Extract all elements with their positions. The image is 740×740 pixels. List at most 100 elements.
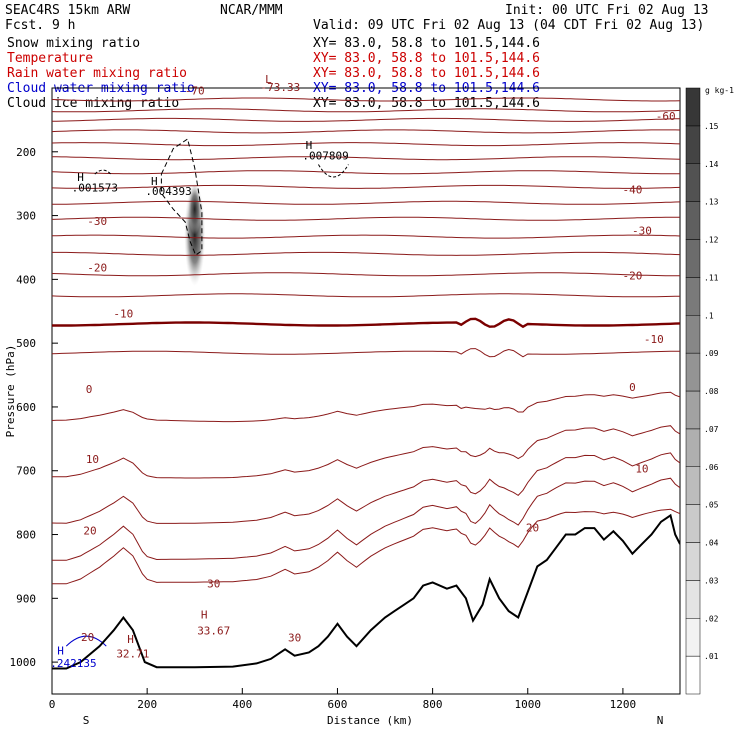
isotherm-10 (52, 391, 680, 423)
y-tick-label-300: 300 (16, 210, 36, 223)
isotherm--25 (52, 216, 680, 221)
isotherm--55 (52, 129, 680, 134)
isotherm-0 (52, 317, 680, 329)
x-tick-label-400: 400 (232, 698, 252, 711)
x-axis-title: Distance (km) (327, 714, 413, 727)
legend-label-rain: Rain water mixing ratio (7, 66, 187, 81)
temperature-label-23: 32.71 (116, 648, 149, 661)
ice-shading-1 (188, 183, 202, 235)
temperature-label-20: H (201, 609, 208, 622)
colorbar-tick-label-6: .07 (704, 425, 719, 434)
isotherm--50 (52, 142, 680, 147)
y-axis-title: Pressure (hPa) (4, 345, 17, 438)
temperature-label-19: 20 (81, 631, 94, 644)
colorbar-tick-label-11: .12 (704, 236, 719, 245)
x-tick-label-800: 800 (423, 698, 443, 711)
colorbar-unit: g kg-1 (705, 86, 734, 95)
legend-xy-rain: XY= 83.0, 58.8 to 101.5,144.6 (313, 66, 540, 81)
colorbar-segment-13 (685, 163, 701, 202)
temperature-label-5: -30 (87, 215, 107, 228)
isotherm-15 (52, 425, 680, 479)
colorbar-tick-label-5: .06 (704, 463, 719, 472)
isotherm--10 (52, 272, 680, 277)
colorbar-tick-label-14: .15 (704, 122, 719, 131)
colorbar-segment-5 (685, 466, 701, 505)
temperature-label-16: 20 (526, 521, 539, 534)
colorbar-tick-label-9: .1 (704, 311, 714, 320)
isotherm--60 (52, 117, 680, 122)
mixing-ratio-label-7: .242135 (50, 657, 96, 670)
valid-time: Valid: 09 UTC Fri 02 Aug 13 (04 CDT Fri … (313, 18, 704, 33)
colorbar-tick-label-1: .02 (704, 614, 719, 623)
colorbar-segment-6 (685, 428, 701, 467)
x-tick-label-0: 0 (49, 698, 56, 711)
legend-label-cloud-ice: Cloud ice mixing ratio (7, 96, 179, 111)
colorbar-segment-2 (685, 580, 701, 619)
contour-labels: -70 -73.33L -60 -40 -30 -30 -20 -20 -10 -10 0 0 10 10… (50, 73, 675, 670)
mixing-ratio-label-3: .004393 (145, 185, 191, 198)
colorbar-segment-1 (685, 618, 701, 657)
y-tick-label-700: 700 (16, 465, 36, 478)
colorbar-tick-label-12: .13 (704, 198, 719, 207)
snow-contour-small-2 (317, 164, 349, 178)
colorbar-segment-8 (685, 352, 701, 392)
y-tick-label-800: 800 (16, 529, 36, 542)
mixing-ratio-label-0: H (77, 171, 84, 184)
isotherm--70 (52, 97, 680, 102)
x-tick-label-600: 600 (328, 698, 348, 711)
temperature-label-2: L (265, 73, 272, 86)
temperature-label-7: -20 (87, 262, 107, 275)
colorbar-tick-label-10: .11 (704, 273, 719, 282)
x-tick-label-1200: 1200 (610, 698, 637, 711)
y-tick-label-500: 500 (16, 337, 36, 350)
snow-contour (160, 138, 203, 256)
y-tick-label-600: 600 (16, 401, 36, 414)
temperature-label-6: -30 (632, 225, 652, 238)
snow-contour-small (94, 169, 112, 175)
colorbar-tick-label-0: .01 (704, 652, 719, 661)
temperature-label-14: 10 (635, 463, 648, 476)
temperature-label-15: 20 (83, 525, 96, 538)
colorbar-tick-label-7: .08 (704, 387, 719, 396)
isotherm--40 (52, 170, 680, 175)
temperature-label-4: -40 (622, 183, 642, 196)
mixing-ratio-label-6: H (57, 644, 64, 657)
x-tick-label-1000: 1000 (515, 698, 542, 711)
init-time: Init: 00 UTC Fri 02 Aug 13 (505, 3, 709, 18)
y-tick-label-200: 200 (16, 146, 36, 159)
colorbar: .01 .02 .03 .04 .05 .06 .07 .08 .09 .1 .11 .12 .13 .1… (685, 87, 719, 695)
terrain-line (52, 513, 680, 670)
colorbar-tick-label-8: .09 (704, 349, 719, 358)
colorbar-segment-12 (685, 201, 701, 240)
temperature-label-17: 30 (207, 577, 220, 590)
colorbar-tick-label-13: .14 (704, 160, 719, 169)
end-label-north: N (657, 714, 664, 727)
mixing-ratio-label-4: H (306, 139, 313, 152)
colorbar-tick-label-2: .03 (704, 576, 719, 585)
colorbar-tick-label-4: .05 (704, 501, 719, 510)
isotherm--35 (52, 184, 680, 189)
temperature-label-8: -20 (622, 269, 642, 282)
colorbar-segment-9 (685, 315, 701, 354)
mixing-ratio-label-1: .001573 (72, 181, 118, 194)
organization: NCAR/MMM (220, 3, 283, 18)
colorbar-segment-10 (685, 277, 701, 316)
forecast-hour: Fcst. 9 h (5, 18, 75, 33)
colorbar-segment-14 (685, 125, 701, 164)
plot-area (52, 97, 680, 670)
temperature-label-10: -10 (644, 333, 664, 346)
isotherm--65 (52, 108, 680, 113)
colorbar-segment-3 (685, 542, 701, 581)
colorbar-tick-label-3: .04 (704, 539, 719, 548)
isotherm--15 (52, 251, 680, 256)
axes: 0 200 400 600 800 1000 12002003004005006007008… (10, 146, 637, 711)
temperature-label-3: -60 (656, 110, 676, 123)
isotherm--30 (52, 200, 680, 205)
temperature-label-12: 0 (629, 381, 636, 394)
legend-xy-cloud-ice: XY= 83.0, 58.8 to 101.5,144.6 (313, 96, 540, 111)
isotherm-20 (52, 452, 680, 524)
model-title: SEAC4RS 15km ARW (5, 3, 130, 18)
isotherm-30 (52, 508, 680, 585)
temperature-label-13: 10 (86, 453, 99, 466)
temperature-label-22: H (127, 633, 134, 646)
